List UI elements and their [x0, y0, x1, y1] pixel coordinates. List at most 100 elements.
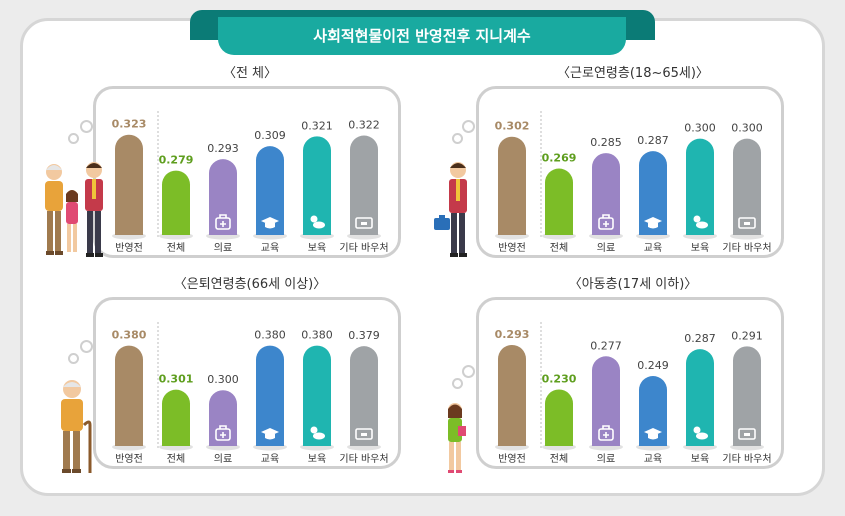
medical-kit-icon [598, 425, 614, 441]
category-label: 의료 [597, 453, 615, 465]
baby-icon [310, 426, 325, 440]
category-label: 반영전 [115, 242, 143, 254]
thought-bubble [80, 340, 93, 353]
category-label: 기타 바우처 [339, 242, 388, 254]
retiree-illustration [61, 380, 92, 473]
bar-value-label: 0.300 [207, 373, 239, 386]
graduation-cap-icon [644, 428, 662, 440]
voucher-card-icon [355, 217, 373, 229]
bar-education [639, 376, 667, 446]
bar-childcare [686, 138, 714, 235]
bar-other-voucher [350, 135, 378, 235]
bar-medical [592, 356, 620, 446]
voucher-card-icon [738, 217, 756, 229]
bar-value-label: 0.321 [301, 119, 333, 132]
bar-value-label: 0.293 [495, 328, 530, 341]
bar-other-voucher [733, 138, 761, 235]
bar-childcare [686, 349, 714, 446]
category-label: 반영전 [115, 453, 143, 465]
category-label: 보육 [691, 242, 709, 254]
panel-children: 0.293 반영전 0.230 전체 0.277 의료 0.249 교육 0.287 보육 0.29… [476, 297, 784, 469]
category-label: 기타 바우처 [722, 242, 771, 254]
bar-value-label: 0.230 [542, 372, 577, 385]
bar-value-label: 0.269 [542, 152, 577, 165]
bar-value-label: 0.300 [684, 122, 716, 135]
bar-value-label: 0.323 [112, 118, 147, 131]
bar-value-label: 0.380 [254, 329, 286, 342]
bar-education [256, 146, 284, 235]
bar-value-label: 0.322 [348, 119, 380, 132]
category-label: 보육 [308, 242, 326, 254]
bar-medical [592, 153, 620, 235]
bar-value-label: 0.279 [159, 154, 194, 167]
thought-bubble [80, 120, 93, 133]
voucher-card-icon [355, 428, 373, 440]
category-label: 교육 [644, 242, 662, 254]
panel-title-children: 〈아동층(17세 이하)〉 [568, 277, 698, 292]
category-label: 전체 [167, 453, 185, 465]
medical-kit-icon [215, 425, 231, 441]
voucher-card-icon [738, 428, 756, 440]
thought-bubble [452, 133, 463, 144]
category-label: 교육 [261, 242, 279, 254]
page-title: 사회적현물이전 반영전후 지니계수 [218, 17, 626, 55]
bar-value-label: 0.277 [590, 339, 622, 352]
bar-total [545, 389, 573, 446]
bar-education [256, 345, 284, 446]
baby-icon [693, 215, 708, 229]
worker-illustration [434, 162, 467, 257]
category-label: 반영전 [498, 242, 526, 254]
panel-total: 0.323 반영전 0.279 전체 0.293 의료 0.309 교육 0.321 보육 0.32… [93, 86, 401, 258]
category-label: 교육 [261, 453, 279, 465]
category-label: 보육 [308, 453, 326, 465]
bar-childcare [303, 345, 331, 446]
graduation-cap-icon [261, 217, 279, 229]
category-label: 보육 [691, 453, 709, 465]
thought-bubble [462, 120, 475, 133]
bar-education [639, 151, 667, 235]
graduation-cap-icon [644, 217, 662, 229]
panel-working-age: 0.302 반영전 0.269 전체 0.285 의료 0.287 교육 0.300 보육 0.30… [476, 86, 784, 258]
bar-before [115, 345, 143, 446]
category-label: 전체 [167, 242, 185, 254]
category-label: 반영전 [498, 453, 526, 465]
thought-bubble [68, 133, 79, 144]
panel-title-retired: 〈은퇴연령층(66세 이상)〉 [173, 277, 327, 292]
bar-chart-total: 0.323 반영전 0.279 전체 0.293 의료 0.309 교육 0.321 보육 0.32… [112, 111, 389, 254]
baby-icon [693, 426, 708, 440]
bar-chart-working-age: 0.302 반영전 0.269 전체 0.285 의료 0.287 교육 0.300 보육 0.30… [495, 111, 772, 254]
bar-value-label: 0.300 [731, 122, 763, 135]
category-label: 전체 [550, 453, 568, 465]
bar-medical [209, 159, 237, 235]
medical-kit-icon [598, 214, 614, 230]
bar-before [498, 136, 526, 235]
category-label: 기타 바우처 [339, 453, 388, 465]
category-label: 의료 [214, 242, 232, 254]
panel-title-working-age: 〈근로연령층(18~65세)〉 [557, 66, 709, 81]
bar-chart-children: 0.293 반영전 0.230 전체 0.277 의료 0.249 교육 0.287 보육 0.29… [495, 322, 772, 465]
bar-before [498, 344, 526, 446]
bar-other-voucher [733, 346, 761, 446]
graduation-cap-icon [261, 428, 279, 440]
bar-value-label: 0.293 [207, 142, 239, 155]
medical-kit-icon [215, 214, 231, 230]
bar-value-label: 0.301 [159, 373, 194, 386]
bar-value-label: 0.309 [254, 129, 286, 142]
bar-other-voucher [350, 346, 378, 446]
bar-value-label: 0.287 [684, 332, 716, 345]
bar-value-label: 0.285 [590, 136, 622, 149]
bar-chart-retired: 0.380 반영전 0.301 전체 0.300 의료 0.380 교육 0.380 보육 0.37… [112, 322, 389, 465]
bar-value-label: 0.291 [731, 329, 763, 342]
child-illustration [448, 403, 466, 473]
bar-before [115, 134, 143, 235]
thought-bubble [68, 353, 79, 364]
thought-bubble [452, 378, 463, 389]
bar-total [162, 389, 190, 446]
bar-value-label: 0.302 [495, 120, 530, 133]
baby-icon [310, 215, 325, 229]
bar-value-label: 0.380 [301, 329, 333, 342]
panel-title-total: 〈전 체〉 [222, 66, 278, 81]
bar-total [545, 168, 573, 235]
category-label: 의료 [214, 453, 232, 465]
bar-total [162, 170, 190, 235]
